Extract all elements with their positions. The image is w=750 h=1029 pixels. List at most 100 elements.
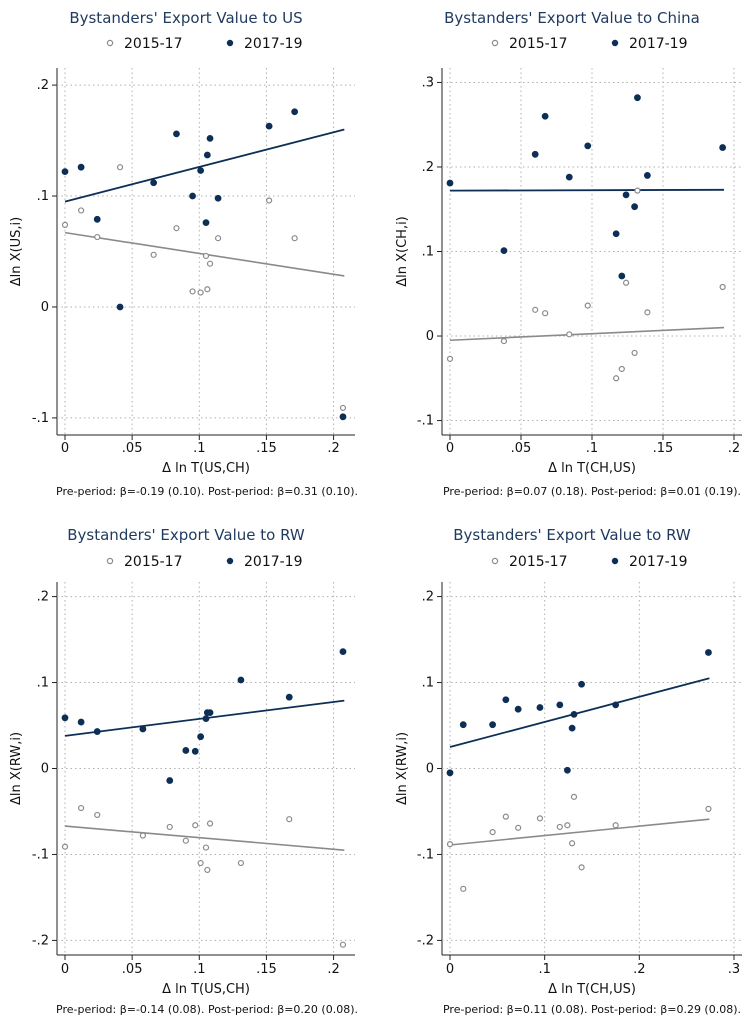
legend-label: 2015-17 bbox=[124, 36, 183, 52]
x-tick-label: .1 bbox=[193, 441, 205, 456]
regression-note: Pre-period: β=-0.14 (0.08). Post-period:… bbox=[56, 1003, 358, 1016]
chart-panel-2: Bystanders' Export Value to China 2015-17… bbox=[395, 9, 742, 498]
x-tick-label: .1 bbox=[586, 441, 598, 456]
data-point-post bbox=[459, 721, 467, 729]
x-tick-label: .15 bbox=[256, 441, 277, 456]
data-point-post bbox=[189, 192, 196, 200]
data-point-pre bbox=[631, 349, 638, 357]
data-point-post bbox=[612, 701, 620, 709]
y-tick-label: 0 bbox=[41, 300, 49, 315]
data-point-post bbox=[446, 179, 454, 187]
legend-label: 2017-19 bbox=[629, 36, 688, 52]
regression-note: Pre-period: β=-0.19 (0.10). Post-period:… bbox=[56, 485, 358, 498]
data-point-post bbox=[536, 704, 544, 711]
data-point-pre bbox=[204, 866, 211, 874]
data-point-pre bbox=[612, 822, 619, 829]
data-point-post bbox=[61, 714, 69, 722]
data-point-post bbox=[489, 721, 497, 729]
chart-panel-3: Bystanders' Export Value to RW 2015-17 201… bbox=[9, 526, 358, 1016]
chart-title: Bystanders' Export Value to China bbox=[444, 9, 700, 27]
chart-panel-1: Bystanders' Export Value to US 2015-17 201… bbox=[9, 9, 358, 498]
legend-label: 2017-19 bbox=[244, 554, 303, 570]
legend-marker bbox=[491, 39, 499, 47]
data-point-pre bbox=[578, 864, 585, 871]
data-point-pre bbox=[339, 941, 347, 948]
x-tick-label: 0 bbox=[446, 441, 454, 456]
x-tick-label: .15 bbox=[256, 962, 277, 977]
data-point-post bbox=[339, 413, 347, 421]
y-tick-label: .2 bbox=[422, 590, 434, 605]
x-axis-label: Δ ln T(US,CH) bbox=[162, 461, 250, 476]
legend-label: 2015-17 bbox=[509, 554, 568, 570]
x-axis-label: Δ ln T(CH,US) bbox=[548, 461, 636, 476]
data-point-post bbox=[446, 769, 454, 777]
data-point-pre bbox=[61, 843, 69, 850]
chart-title: Bystanders' Export Value to RW bbox=[453, 526, 691, 544]
fit-line-post bbox=[449, 188, 725, 192]
data-point-pre bbox=[634, 187, 641, 194]
data-point-pre bbox=[214, 235, 222, 242]
data-point-post bbox=[202, 219, 210, 227]
data-point-post bbox=[612, 230, 620, 238]
data-point-post bbox=[197, 733, 205, 741]
x-tick-label: .15 bbox=[653, 441, 674, 456]
data-point-post bbox=[265, 122, 273, 130]
legend-label: 2015-17 bbox=[124, 554, 183, 570]
data-point-post bbox=[191, 747, 199, 755]
y-tick-label: .3 bbox=[422, 75, 434, 90]
data-point-pre bbox=[542, 310, 549, 317]
data-point-pre bbox=[291, 235, 298, 242]
data-point-post bbox=[531, 150, 539, 158]
data-point-post bbox=[643, 172, 651, 179]
data-point-pre bbox=[532, 306, 539, 313]
fit-line-pre bbox=[64, 825, 345, 851]
legend-marker bbox=[106, 39, 114, 47]
y-tick-label: -.2 bbox=[32, 933, 49, 948]
y-tick-label: .1 bbox=[422, 245, 434, 260]
data-point-post bbox=[570, 710, 578, 718]
chart-title: Bystanders' Export Value to US bbox=[69, 9, 302, 27]
y-tick-label: .1 bbox=[37, 676, 49, 691]
fit-line-pre bbox=[449, 818, 710, 846]
x-tick-label: 0 bbox=[61, 962, 69, 977]
data-point-post bbox=[541, 112, 549, 120]
data-point-pre bbox=[569, 840, 576, 847]
data-point-pre bbox=[206, 260, 214, 267]
data-point-post bbox=[565, 173, 573, 181]
data-point-pre bbox=[286, 816, 293, 823]
y-tick-label: .2 bbox=[37, 78, 49, 93]
x-tick-label: .2 bbox=[633, 962, 645, 977]
data-point-pre bbox=[719, 283, 726, 291]
data-point-pre bbox=[78, 207, 85, 214]
data-point-pre bbox=[489, 829, 496, 836]
y-tick-label: .2 bbox=[37, 590, 49, 605]
data-point-pre bbox=[94, 811, 101, 819]
data-point-pre bbox=[515, 824, 522, 831]
y-axis-label: Δln X(RW,i) bbox=[395, 732, 410, 805]
data-point-post bbox=[93, 728, 101, 735]
data-point-post bbox=[622, 191, 630, 199]
data-point-post bbox=[584, 142, 592, 150]
data-point-pre bbox=[166, 823, 173, 831]
y-tick-label: -.1 bbox=[32, 847, 49, 862]
data-point-pre bbox=[584, 302, 591, 309]
legend-marker bbox=[106, 557, 114, 565]
x-axis-label: Δ ln T(US,CH) bbox=[162, 982, 250, 997]
y-tick-label: .1 bbox=[37, 189, 49, 204]
y-tick-label: -.2 bbox=[417, 933, 434, 948]
data-point-pre bbox=[78, 804, 85, 812]
data-point-pre bbox=[644, 309, 651, 316]
x-tick-label: .1 bbox=[193, 962, 205, 977]
data-point-pre bbox=[500, 337, 508, 345]
y-tick-label: 0 bbox=[41, 762, 49, 777]
data-point-pre bbox=[173, 225, 180, 232]
y-tick-label: 0 bbox=[426, 329, 434, 344]
data-point-pre bbox=[116, 164, 124, 171]
data-point-pre bbox=[202, 844, 210, 851]
data-point-post bbox=[77, 718, 85, 726]
data-point-pre bbox=[206, 820, 214, 827]
legend-marker bbox=[611, 39, 619, 47]
y-axis-label: Δln X(US,i) bbox=[9, 217, 24, 286]
data-point-post bbox=[500, 247, 508, 255]
data-point-pre bbox=[197, 859, 204, 867]
